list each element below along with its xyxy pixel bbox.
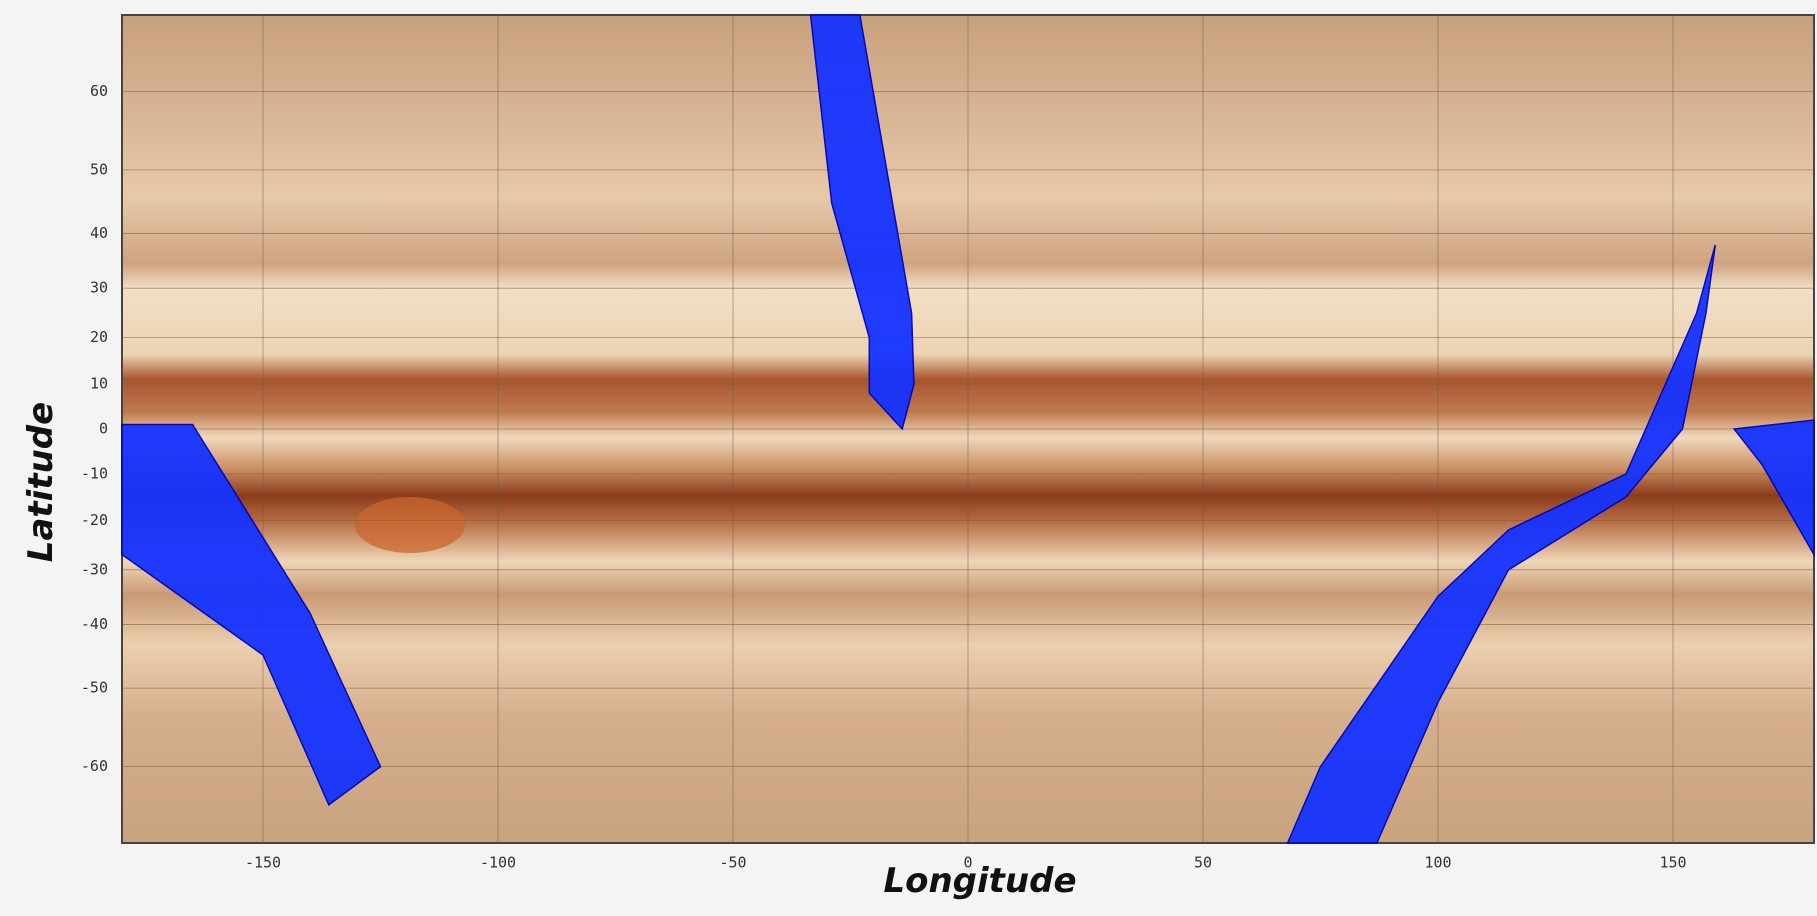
x-tick-label: -100 [480,854,516,872]
y-tick-label: -10 [81,464,108,482]
y-tick-label: 20 [90,328,108,346]
x-tick-label: 150 [1659,854,1686,872]
y-axis-label: Latitude [21,402,61,562]
x-tick-label: -50 [719,854,746,872]
y-tick-label: 40 [90,224,108,242]
y-tick-label: -60 [81,757,108,775]
y-tick-label: -50 [81,679,108,697]
great-red-spot [355,497,465,553]
chart: -150-100-50050100150-60-50-40-30-20-1001… [0,0,1817,916]
x-tick-label: -150 [245,854,281,872]
y-tick-label: 10 [90,375,108,393]
x-tick-label: 50 [1194,854,1212,872]
y-tick-label: -20 [81,511,108,529]
y-tick-label: 50 [90,160,108,178]
y-tick-label: 60 [90,82,108,100]
x-axis-label: Longitude [883,861,1076,901]
y-tick-label: -30 [81,560,108,578]
x-tick-label: 100 [1424,854,1451,872]
y-tick-label: 0 [99,420,108,438]
y-tick-label: -40 [81,615,108,633]
y-tick-label: 30 [90,279,108,297]
